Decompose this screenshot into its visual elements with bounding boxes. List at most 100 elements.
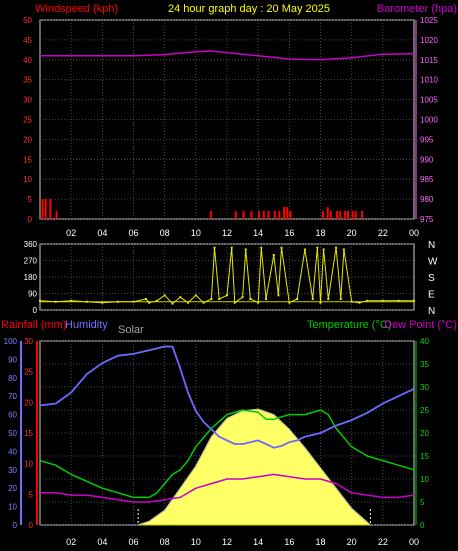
direction-point [272,254,275,256]
windspeed-bar [44,199,47,219]
rainfall-tick-label: 15 [24,429,33,438]
x-tick-label: 14 [253,228,263,238]
barometer-tick-label: 1015 [420,56,438,65]
direction-point [39,299,41,302]
humidity-tick-label: 70 [8,392,17,401]
direction-point [218,298,221,300]
direction-point [311,298,314,300]
x-tick-label: 18 [315,537,325,547]
direction-point [101,301,104,304]
x-tick-label: 12 [222,537,232,547]
solar-legend: Solar [118,324,144,336]
barometer-axis-title: Barometer (hpa) [377,3,457,15]
temperature-line [39,409,415,499]
direction-point [194,294,197,297]
x-tick-label: 00 [409,228,419,238]
barometer-tick-label: 1025 [420,16,438,25]
direction-point [116,300,119,303]
windspeed-tick-label: 35 [23,76,32,85]
windspeed-bar [329,211,332,219]
x-tick-label: 02 [66,228,76,238]
direction-point [303,248,306,251]
temperature-tick-label: 20 [420,429,429,438]
direction-point [202,301,205,304]
humidity-tick-label: 30 [8,466,17,475]
x-tick-label: 20 [347,537,357,547]
windspeed-bar [322,211,325,219]
barometer-tick-label: 995 [420,135,434,144]
direction-point [241,296,244,299]
windspeed-bar [273,211,276,219]
humidity-tick-label: 20 [8,484,17,493]
windspeed-tick-label: 40 [23,56,32,65]
x-tick-label: 06 [128,228,138,238]
windspeed-bar [336,211,339,219]
temperature-tick-label: 25 [420,406,429,415]
x-tick-label: 04 [97,228,107,238]
direction-point [264,298,267,300]
temperature-legend: Temperature (°C) [307,319,391,331]
direction-point [339,298,342,300]
rainfall-tick-label: 5 [29,490,34,499]
windspeed-bar [354,211,357,219]
windspeed-bar [250,211,253,219]
barometer-tick-label: 980 [420,195,434,204]
barometer-tick-label: 1010 [420,76,438,85]
direction-point [210,298,213,300]
direction-point [54,300,57,303]
humidity-tick-label: 90 [8,355,17,364]
rainfall-tick-label: 25 [24,368,33,377]
direction-tick-label: 360 [24,240,38,249]
barometer-tick-label: 985 [420,175,434,184]
direction-point [144,298,147,300]
humidity-tick-label: 60 [8,411,17,420]
temperature-tick-label: 15 [420,452,429,461]
temperature-humidity-panel: 0510152025303540010203040506070809010005… [4,337,430,547]
x-tick-label: 22 [378,537,388,547]
compass-label: W [428,257,438,268]
direction-point [381,299,384,302]
wind-barometer-panel: 0510152025303540455097598098599099510001… [23,16,438,238]
humidity-tick-label: 50 [8,429,17,438]
rainfall-tick-label: 30 [24,337,33,346]
direction-point [257,301,260,304]
direction-point [319,301,322,304]
dewpoint-line [40,473,415,503]
direction-tick-label: 180 [24,273,38,282]
direction-point [132,300,135,303]
x-tick-label: 20 [347,228,357,238]
rainfall-tick-label: 10 [24,460,33,469]
windspeed-bar [343,211,346,219]
barometer-tick-label: 1005 [420,96,438,105]
direction-point [335,246,338,249]
windspeed-bar [242,211,245,219]
windspeed-bar [55,211,58,219]
x-tick-label: 22 [378,228,388,238]
direction-point [366,299,369,302]
windspeed-bar [283,207,286,219]
temperature-tick-label: 40 [420,337,429,346]
barometer-line [40,50,415,61]
temperature-tick-label: 35 [420,360,429,369]
chart-title: 24 hour graph day : 20 May 2025 [168,3,330,15]
barometer-tick-label: 1000 [420,116,438,125]
barometer-tick-label: 990 [420,155,434,164]
windspeed-bar [234,211,237,219]
direction-point [233,301,236,304]
windspeed-bar [278,211,281,219]
direction-tick-label: 270 [24,257,38,266]
windspeed-bar [49,199,52,219]
humidity-legend: Humidity [65,319,108,331]
compass-label: S [428,273,435,284]
x-tick-label: 08 [160,537,170,547]
humidity-tick-label: 10 [8,503,17,512]
direction-point [288,301,291,304]
temperature-tick-label: 10 [420,475,429,484]
windspeed-bar [267,211,270,219]
rainfall-axis-title: Rainfall (mm) [1,319,66,331]
direction-point [280,246,283,249]
direction-point [187,301,190,304]
windspeed-bar [209,211,212,219]
direction-point [296,298,299,300]
